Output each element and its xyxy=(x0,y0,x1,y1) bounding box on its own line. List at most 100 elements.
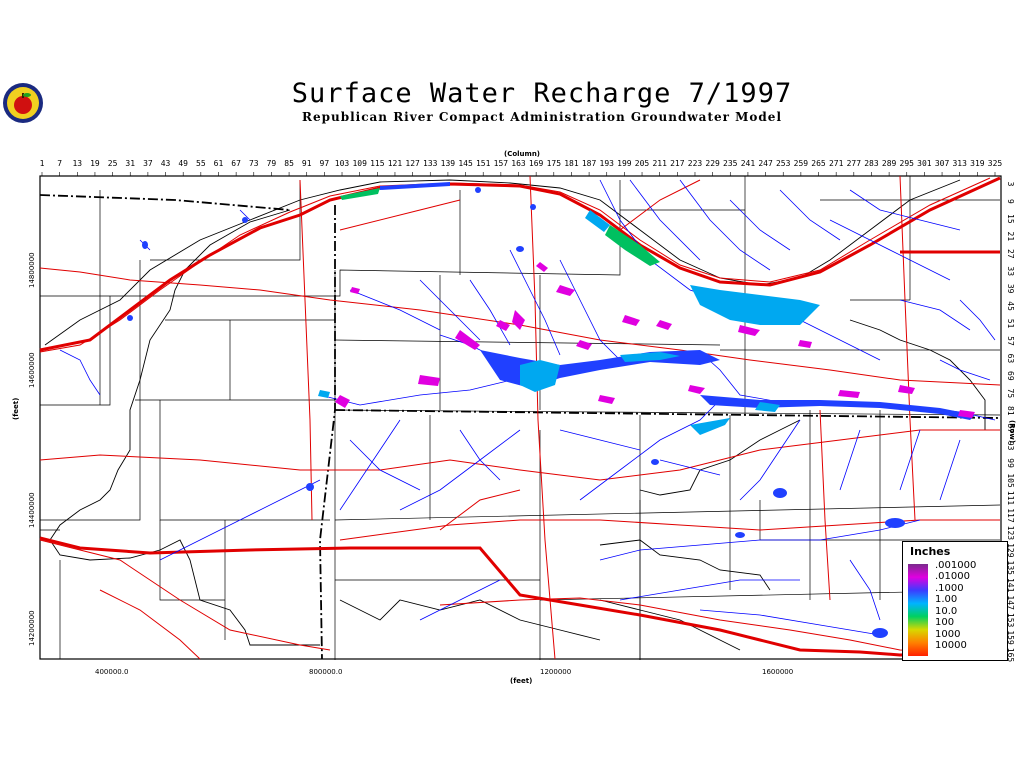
row-label: 81 xyxy=(1006,406,1015,416)
column-label: 307 xyxy=(935,159,950,168)
legend-label-2: .01000 xyxy=(935,571,970,582)
column-label: 247 xyxy=(758,159,773,168)
column-label: 103 xyxy=(335,159,350,168)
row-label: 165 xyxy=(1006,648,1015,663)
column-label: 295 xyxy=(900,159,915,168)
legend-label-8: 10000 xyxy=(935,640,967,651)
column-label: 73 xyxy=(249,159,259,168)
column-label: 205 xyxy=(635,159,650,168)
row-label: 45 xyxy=(1006,301,1015,311)
row-label: 141 xyxy=(1006,578,1015,593)
row-label: 123 xyxy=(1006,526,1015,541)
row-label: 15 xyxy=(1006,214,1015,224)
row-label: 69 xyxy=(1006,371,1015,381)
column-label: 61 xyxy=(214,159,224,168)
row-label: 21 xyxy=(1006,232,1015,242)
column-label: 91 xyxy=(302,159,312,168)
legend-label-7: 1000 xyxy=(935,629,961,640)
map-frame xyxy=(39,175,1002,660)
column-label: 19 xyxy=(90,159,100,168)
column-label: 133 xyxy=(423,159,438,168)
column-label: 259 xyxy=(794,159,809,168)
column-label: 325 xyxy=(988,159,1003,168)
row-label: 135 xyxy=(1006,561,1015,576)
row-label: 147 xyxy=(1006,595,1015,610)
column-label: 211 xyxy=(652,159,667,168)
column-label: 253 xyxy=(776,159,791,168)
column-label: 151 xyxy=(476,159,491,168)
column-label: 25 xyxy=(108,159,118,168)
column-label: 37 xyxy=(143,159,153,168)
column-label: 115 xyxy=(370,159,385,168)
row-label: 153 xyxy=(1006,613,1015,628)
legend-label-1: .001000 xyxy=(935,560,977,571)
legend-label-3: .1000 xyxy=(935,583,964,594)
row-label: 129 xyxy=(1006,543,1015,558)
row-label: 33 xyxy=(1006,266,1015,276)
row-label: 87 xyxy=(1006,423,1015,433)
row-label: 117 xyxy=(1006,508,1015,523)
county-boundaries xyxy=(40,176,1001,660)
column-label: 319 xyxy=(970,159,985,168)
column-label: 289 xyxy=(882,159,897,168)
row-label: 159 xyxy=(1006,630,1015,645)
row-label: 57 xyxy=(1006,336,1015,346)
column-label: 283 xyxy=(864,159,879,168)
column-label: 313 xyxy=(952,159,967,168)
column-label: 217 xyxy=(670,159,685,168)
x-label-3: 1200000 xyxy=(540,668,572,676)
row-label: 39 xyxy=(1006,284,1015,294)
streams xyxy=(59,179,996,636)
row-ticks: 3915212733394551576369758187939910511111… xyxy=(1006,182,1015,663)
axis-top-title: (Column) xyxy=(504,150,541,158)
state-boundaries xyxy=(39,194,1001,660)
map-subtitle: Republican River Compact Administration … xyxy=(301,110,782,124)
column-label: 109 xyxy=(352,159,367,168)
column-label: 55 xyxy=(196,159,206,168)
row-label: 111 xyxy=(1006,491,1015,506)
column-label: 121 xyxy=(388,159,403,168)
column-label: 193 xyxy=(600,159,615,168)
column-label: 157 xyxy=(494,159,509,168)
column-label: 31 xyxy=(125,159,135,168)
logo-apple-seal xyxy=(3,83,43,123)
column-label: 127 xyxy=(405,159,420,168)
highways xyxy=(39,176,1001,657)
recharge-cells xyxy=(127,182,975,638)
column-label: 199 xyxy=(617,159,632,168)
column-label: 169 xyxy=(529,159,544,168)
legend-color-bar xyxy=(908,564,928,656)
row-label: 63 xyxy=(1006,354,1015,364)
legend: Inches .001000 .01000 .1000 1.00 10.0 10… xyxy=(902,541,1008,661)
row-label: 27 xyxy=(1006,249,1015,259)
row-label: 51 xyxy=(1006,319,1015,329)
column-label: 43 xyxy=(161,159,171,168)
row-label: 75 xyxy=(1006,389,1015,399)
column-label: 97 xyxy=(320,159,330,168)
column-label: 241 xyxy=(741,159,756,168)
column-label: 271 xyxy=(829,159,844,168)
axis-bottom-title: (feet) xyxy=(510,677,533,685)
legend-label-4: 1.00 xyxy=(935,594,958,605)
column-label: 139 xyxy=(441,159,456,168)
column-label: 67 xyxy=(231,159,241,168)
row-label: 99 xyxy=(1006,458,1015,468)
x-label-4: 1600000 xyxy=(762,668,794,676)
legend-label-5: 10.0 xyxy=(935,606,958,617)
row-label: 9 xyxy=(1006,199,1015,204)
column-ticks: 1 7 13 19 25 31 37 43 49 55 61 67 73 79 85 91 97 103 109 11… xyxy=(40,159,1003,176)
column-label: 7 xyxy=(57,159,62,168)
column-label: 265 xyxy=(811,159,826,168)
column-label: 277 xyxy=(847,159,862,168)
column-label: 49 xyxy=(178,159,188,168)
x-label-1: 400000.0 xyxy=(95,668,129,676)
aquifer-boundaries xyxy=(44,179,986,651)
column-label: 301 xyxy=(917,159,932,168)
column-label: 229 xyxy=(705,159,720,168)
column-label: 79 xyxy=(267,159,277,168)
row-label: 3 xyxy=(1006,182,1015,187)
x-label-2: 800000.0 xyxy=(309,668,343,676)
column-label: 85 xyxy=(284,159,294,168)
column-label: 235 xyxy=(723,159,738,168)
